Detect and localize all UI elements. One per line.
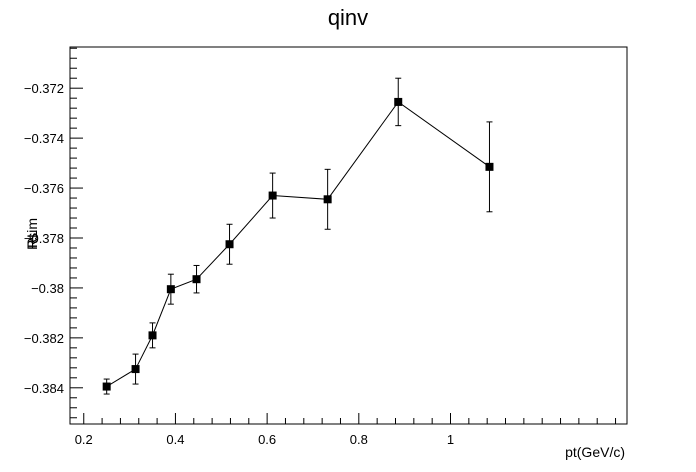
y-tick-label: −0.382	[24, 331, 64, 346]
y-tick-label: −0.376	[24, 181, 64, 196]
y-tick-label: −0.378	[24, 231, 64, 246]
series-layer	[102, 77, 494, 395]
data-point	[268, 191, 277, 200]
data-point	[192, 275, 201, 284]
y-axis-label-overlap: Rsim	[24, 218, 40, 250]
data-point	[225, 240, 234, 249]
series-line	[106, 101, 490, 387]
data-point	[166, 285, 175, 294]
y-axis-label: RL	[24, 230, 40, 248]
x-tick-label: 1	[447, 432, 454, 447]
data-point	[485, 162, 494, 171]
data-point	[323, 195, 332, 204]
data-point	[131, 365, 140, 374]
x-tick-label: 0.2	[75, 432, 93, 447]
x-tick-label: 0.8	[350, 432, 368, 447]
chart-title: qinv	[328, 5, 368, 30]
x-axis: 0.2 0.4 0.6 0.8 1	[75, 413, 617, 447]
plot-frame	[69, 46, 628, 425]
x-tick-label: 0.4	[166, 432, 184, 447]
data-point	[394, 97, 403, 106]
x-axis-label: pt(GeV/c)	[565, 444, 625, 460]
y-tick-label: −0.372	[24, 81, 64, 96]
y-tick-label: −0.374	[24, 131, 64, 146]
y-tick-label: −0.38	[31, 281, 64, 296]
x-tick-label: 0.6	[258, 432, 276, 447]
data-point	[148, 331, 157, 340]
y-axis: −0.372 −0.374 −0.376 −0.378 −0.38 −0.382 −0.38…	[24, 47, 83, 419]
data-point	[102, 382, 111, 391]
y-tick-label: −0.384	[24, 381, 64, 396]
